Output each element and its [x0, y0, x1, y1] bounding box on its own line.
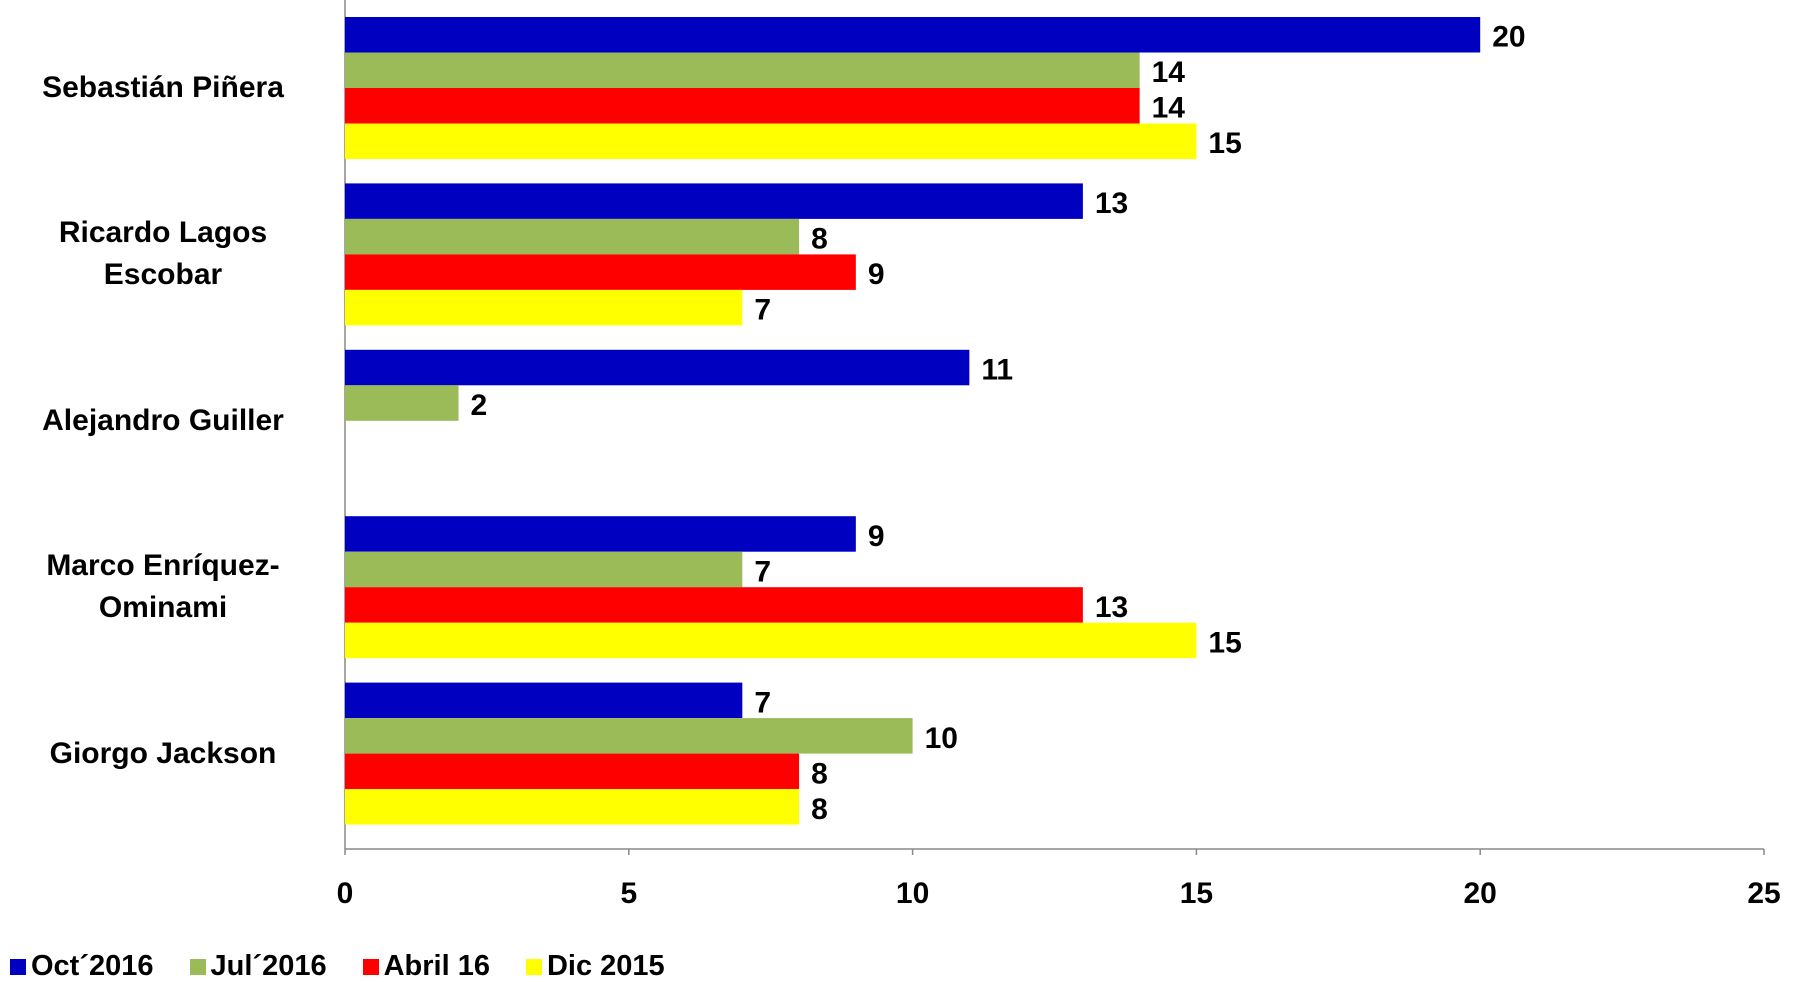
x-tick-label: 0	[337, 877, 354, 910]
value-label: 15	[1208, 127, 1241, 160]
value-label: 13	[1095, 187, 1128, 220]
legend-swatch	[363, 959, 379, 975]
value-label: 2	[471, 389, 488, 422]
value-label: 20	[1492, 21, 1525, 54]
bar	[345, 623, 1196, 659]
bar	[345, 789, 799, 825]
legend-swatch	[190, 959, 206, 975]
chart: 0510152025201414151389711297131571088 Oc…	[0, 0, 1799, 982]
value-label: 15	[1208, 626, 1241, 659]
value-label: 7	[754, 555, 771, 588]
bar	[345, 516, 856, 552]
legend-swatch	[526, 959, 542, 975]
bar	[345, 718, 913, 754]
bar	[345, 350, 969, 386]
legend-item: Abril 16	[363, 950, 490, 982]
legend-label: Abril 16	[384, 950, 490, 982]
value-label: 8	[811, 223, 828, 256]
legend-label: Oct´2016	[31, 950, 154, 982]
plot: 0510152025201414151389711297131571088	[0, 0, 1799, 982]
category-label: Marco Enríquez-Ominami	[3, 545, 323, 629]
bar	[345, 124, 1196, 160]
value-label: 8	[811, 757, 828, 790]
legend-label: Jul´2016	[211, 950, 327, 982]
x-tick-label: 25	[1747, 877, 1780, 910]
x-tick-label: 20	[1464, 877, 1497, 910]
category-label: Ricardo Lagos Escobar	[3, 212, 323, 296]
bar	[345, 17, 1480, 53]
bar	[345, 754, 799, 790]
value-label: 7	[754, 686, 771, 719]
bar	[345, 587, 1083, 623]
value-label: 7	[754, 294, 771, 327]
value-label: 9	[868, 520, 885, 553]
bar	[345, 552, 742, 588]
legend-label: Dic 2015	[547, 950, 665, 982]
bar	[345, 683, 742, 719]
legend-swatch	[10, 959, 26, 975]
value-label: 11	[981, 353, 1013, 386]
category-label: Giorgo Jackson	[3, 733, 323, 775]
bar	[345, 53, 1140, 89]
bar	[345, 385, 459, 421]
x-tick-label: 10	[896, 877, 929, 910]
x-tick-label: 15	[1180, 877, 1213, 910]
value-label: 14	[1152, 92, 1186, 125]
value-label: 10	[925, 722, 958, 755]
legend-item: Dic 2015	[526, 950, 665, 982]
bar	[345, 254, 856, 290]
category-label: Alejandro Guiller	[3, 400, 323, 442]
value-label: 13	[1095, 591, 1128, 624]
bar	[345, 219, 799, 255]
legend: Oct´2016 Jul´2016 Abril 16 Dic 2015	[10, 950, 665, 982]
legend-item: Oct´2016	[10, 950, 154, 982]
bar	[345, 183, 1083, 219]
value-label: 8	[811, 793, 828, 826]
value-label: 9	[868, 258, 885, 291]
value-label: 14	[1152, 56, 1186, 89]
category-label: Sebastián Piñera	[3, 67, 323, 109]
bar	[345, 88, 1140, 124]
legend-item: Jul´2016	[190, 950, 327, 982]
bar	[345, 290, 742, 326]
x-tick-label: 5	[620, 877, 637, 910]
